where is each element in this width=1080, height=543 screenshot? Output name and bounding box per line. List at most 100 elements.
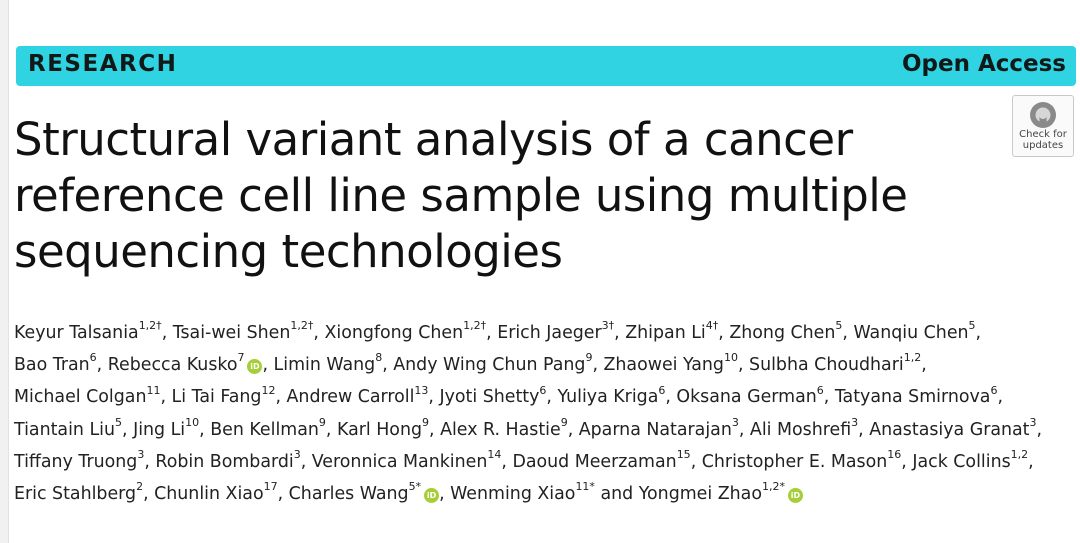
author-name[interactable]: Bao Tran: [14, 355, 90, 376]
check-for-updates-button[interactable]: Check for updates: [1012, 95, 1074, 157]
author-affiliation-sup: 5*: [408, 480, 422, 494]
author-name[interactable]: Xiongfong Chen: [324, 323, 464, 343]
author-item: Charles Wang5*iD,: [288, 480, 451, 505]
author-item: Christopher E. Mason16,: [701, 448, 913, 472]
author-name[interactable]: Charles Wang: [288, 484, 409, 505]
author-item: Li Tai Fang12,: [171, 383, 287, 408]
author-affiliation-sup: 9: [422, 415, 430, 429]
author-name[interactable]: Yongmei Zhao: [638, 484, 762, 505]
author-item: Jing Li10,: [133, 415, 211, 440]
author-affiliation-sup: 10: [723, 351, 738, 365]
author-name[interactable]: Rebecca Kusko: [107, 355, 238, 376]
author-name[interactable]: Zhipan Li: [625, 323, 706, 343]
author-affiliation-sup: 3: [137, 448, 145, 462]
author-name[interactable]: Robin Bombardi: [155, 451, 294, 472]
author-name[interactable]: Alex R. Hastie: [440, 419, 561, 440]
author-affiliation-sup: 3: [293, 448, 301, 462]
author-item: Oksana German6,: [676, 383, 835, 408]
author-item: Andy Wing Chun Pang9,: [393, 351, 604, 376]
author-item: Tiantain Liu5,: [14, 415, 134, 440]
author-name[interactable]: Jack Collins: [912, 451, 1011, 472]
author-name[interactable]: Tatyana Smirnova: [834, 387, 991, 408]
author-name[interactable]: Tsai-wei Shen: [172, 323, 291, 343]
author-item: Alex R. Hastie9,: [440, 415, 579, 440]
author-name[interactable]: Christopher E. Mason: [701, 451, 888, 472]
update-badge-line2: updates: [1022, 140, 1064, 151]
author-name[interactable]: Yuliya Kriga: [557, 387, 659, 408]
author-name[interactable]: Anastasiya Granat: [869, 419, 1030, 440]
author-name[interactable]: Keyur Talsania: [14, 323, 139, 343]
author-list: Keyur Talsania1,2†, Tsai-wei Shen1,2†, X…: [14, 319, 1043, 505]
orcid-icon[interactable]: iD: [424, 488, 440, 504]
article-type-banner: RESEARCH Open Access: [16, 46, 1076, 86]
author-name[interactable]: Andrew Carroll: [286, 387, 415, 408]
author-item: Anastasiya Granat3,: [869, 415, 1043, 440]
author-affiliation-sup: 16: [887, 448, 902, 462]
author-affiliation-sup: 4†: [705, 319, 719, 333]
author-name[interactable]: Daoud Meerzaman: [512, 451, 677, 472]
author-item: Daoud Meerzaman15,: [512, 448, 702, 472]
author-name[interactable]: Li Tai Fang: [171, 387, 262, 408]
author-name[interactable]: Wanqiu Chen: [853, 323, 969, 343]
author-name[interactable]: Ali Moshrefi: [749, 419, 852, 440]
author-name[interactable]: Ben Kellman: [210, 419, 319, 440]
author-affiliation-sup: 5: [835, 319, 843, 333]
author-affiliation-sup: 1,2: [1010, 448, 1029, 462]
orcid-icon[interactable]: iD: [247, 359, 263, 375]
author-name[interactable]: Tiffany Truong: [14, 451, 138, 472]
author-affiliation-sup: 1,2: [903, 351, 922, 365]
author-item: Zhaowei Yang10,: [603, 351, 750, 376]
author-affiliation-sup: 6: [990, 383, 998, 397]
author-item: Karl Hong9,: [336, 415, 441, 440]
author-item: Aparna Natarajan3,: [578, 415, 750, 440]
author-name[interactable]: Veronnica Mankinen: [311, 451, 488, 472]
author-item: Yongmei Zhao1,2*iD: [638, 481, 803, 505]
author-name[interactable]: Wenming Xiao: [450, 484, 576, 505]
author-affiliation-sup: 2: [136, 480, 144, 494]
author-name[interactable]: Karl Hong: [336, 419, 423, 440]
author-name[interactable]: Jyoti Shetty: [439, 387, 540, 408]
author-name[interactable]: Sulbha Choudhari: [749, 355, 904, 376]
author-affiliation-sup: 1,2†: [138, 319, 162, 333]
author-name[interactable]: Tiantain Liu: [14, 419, 115, 440]
author-name[interactable]: Jing Li: [133, 419, 186, 440]
author-affiliation-sup: 5: [115, 415, 122, 429]
article-type-label: RESEARCH: [28, 51, 178, 77]
author-affiliation-sup: 8: [375, 351, 383, 365]
author-name[interactable]: Limin Wang: [273, 355, 376, 376]
author-affiliation-sup: 6: [658, 383, 666, 397]
author-item: Andrew Carroll13,: [286, 383, 440, 408]
author-affiliation-sup: 6: [539, 383, 547, 397]
author-affiliation-sup: 12: [261, 383, 276, 397]
author-name[interactable]: Zhong Chen: [729, 323, 836, 343]
author-affiliation-sup: 14: [487, 448, 502, 462]
author-affiliation-sup: 3: [731, 415, 739, 429]
author-name[interactable]: Erich Jaeger: [497, 323, 602, 343]
author-item: Erich Jaeger3†,: [497, 319, 626, 343]
author-item: Limin Wang8,: [273, 351, 394, 376]
author-affiliation-sup: 3: [1029, 415, 1037, 429]
author-item: Jack Collins1,2,: [912, 448, 1034, 472]
author-name[interactable]: Michael Colgan: [14, 387, 147, 408]
author-affiliation-sup: 9: [560, 415, 568, 429]
author-item: Tsai-wei Shen1,2†,: [172, 319, 325, 343]
author-name[interactable]: Aparna Natarajan: [578, 419, 732, 440]
author-item: Zhong Chen5,: [729, 319, 854, 343]
author-item: Veronnica Mankinen14,: [311, 448, 513, 472]
orcid-icon[interactable]: iD: [787, 488, 803, 504]
author-item: Rebecca Kusko7iD,: [107, 351, 274, 376]
article-title: Structural variant analysis of a cancer …: [14, 113, 908, 278]
author-name[interactable]: Oksana German: [676, 387, 817, 408]
author-affiliation-sup: 10: [185, 415, 200, 429]
author-affiliation-sup: 5: [968, 319, 976, 333]
author-item: Tatyana Smirnova6,: [834, 383, 1003, 408]
author-name[interactable]: Andy Wing Chun Pang: [393, 355, 586, 376]
open-access-label[interactable]: Open Access: [901, 51, 1066, 77]
author-name[interactable]: Chunlin Xiao: [154, 484, 264, 505]
author-item: Michael Colgan11,: [14, 383, 172, 408]
author-name[interactable]: Zhaowei Yang: [603, 355, 724, 376]
author-affiliation-sup: 3†: [601, 319, 615, 333]
author-affiliation-sup: 9: [318, 415, 326, 429]
author-item: Wanqiu Chen5,: [853, 319, 982, 343]
author-name[interactable]: Eric Stahlberg: [14, 484, 137, 505]
